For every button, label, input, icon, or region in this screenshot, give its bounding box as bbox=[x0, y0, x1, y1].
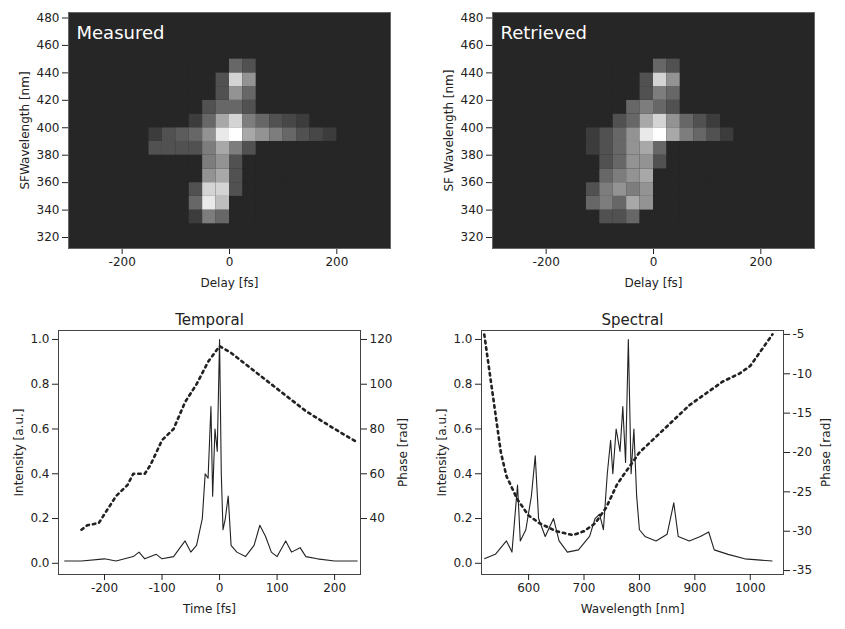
svg-text:-200: -200 bbox=[109, 255, 136, 269]
svg-text:120: 120 bbox=[370, 332, 393, 346]
svg-text:SFWavelength [nm]: SFWavelength [nm] bbox=[18, 71, 32, 189]
svg-text:0.2: 0.2 bbox=[453, 511, 472, 525]
svg-text:900: 900 bbox=[683, 581, 706, 595]
svg-text:-15: -15 bbox=[793, 406, 813, 420]
svg-text:Phase [rad]: Phase [rad] bbox=[396, 418, 410, 487]
svg-text:-25: -25 bbox=[793, 485, 813, 499]
svg-text:480: 480 bbox=[461, 11, 484, 25]
svg-text:320: 320 bbox=[461, 230, 484, 244]
svg-text:360: 360 bbox=[37, 175, 60, 189]
svg-text:0: 0 bbox=[650, 255, 658, 269]
svg-text:380: 380 bbox=[461, 148, 484, 162]
svg-text:400: 400 bbox=[37, 121, 60, 135]
svg-text:Intensity [a.u.]: Intensity [a.u.] bbox=[12, 409, 26, 497]
svg-text:Intensity [a.u.]: Intensity [a.u.] bbox=[435, 409, 449, 497]
svg-text:200: 200 bbox=[323, 581, 346, 595]
svg-text:0.4: 0.4 bbox=[30, 467, 49, 481]
svg-text:200: 200 bbox=[325, 255, 348, 269]
svg-text:-5: -5 bbox=[793, 327, 805, 341]
svg-text:420: 420 bbox=[37, 93, 60, 107]
svg-text:0.8: 0.8 bbox=[30, 377, 49, 391]
svg-text:0: 0 bbox=[216, 581, 224, 595]
svg-text:600: 600 bbox=[517, 581, 540, 595]
svg-text:0: 0 bbox=[226, 255, 234, 269]
svg-text:60: 60 bbox=[370, 467, 385, 481]
svg-text:0.2: 0.2 bbox=[30, 511, 49, 525]
svg-text:-30: -30 bbox=[793, 524, 813, 538]
svg-text:Delay [fs]: Delay [fs] bbox=[624, 276, 682, 290]
svg-text:340: 340 bbox=[461, 203, 484, 217]
svg-text:460: 460 bbox=[461, 38, 484, 52]
svg-text:800: 800 bbox=[628, 581, 651, 595]
svg-text:440: 440 bbox=[461, 66, 484, 80]
svg-text:Spectral: Spectral bbox=[602, 311, 664, 329]
svg-text:700: 700 bbox=[573, 581, 596, 595]
svg-text:0.0: 0.0 bbox=[30, 556, 49, 570]
svg-text:420: 420 bbox=[461, 93, 484, 107]
svg-text:0.0: 0.0 bbox=[453, 556, 472, 570]
svg-text:200: 200 bbox=[749, 255, 772, 269]
svg-text:480: 480 bbox=[37, 11, 60, 25]
svg-text:100: 100 bbox=[370, 377, 393, 391]
svg-text:Measured: Measured bbox=[77, 22, 165, 43]
svg-text:-200: -200 bbox=[91, 581, 118, 595]
svg-text:1.0: 1.0 bbox=[453, 332, 472, 346]
svg-text:Phase [rad]: Phase [rad] bbox=[819, 418, 833, 487]
svg-text:Delay [fs]: Delay [fs] bbox=[200, 276, 258, 290]
svg-text:320: 320 bbox=[37, 230, 60, 244]
svg-text:Temporal: Temporal bbox=[174, 311, 244, 329]
svg-text:SF Wavelength [nm]: SF Wavelength [nm] bbox=[442, 70, 456, 192]
svg-text:340: 340 bbox=[37, 203, 60, 217]
svg-text:Wavelength [nm]: Wavelength [nm] bbox=[581, 602, 685, 616]
svg-text:460: 460 bbox=[37, 38, 60, 52]
svg-text:400: 400 bbox=[461, 121, 484, 135]
svg-text:380: 380 bbox=[37, 148, 60, 162]
svg-text:100: 100 bbox=[266, 581, 289, 595]
svg-text:360: 360 bbox=[461, 175, 484, 189]
svg-text:0.8: 0.8 bbox=[453, 377, 472, 391]
svg-text:Retrieved: Retrieved bbox=[501, 22, 587, 43]
svg-text:0.6: 0.6 bbox=[30, 422, 49, 436]
svg-text:440: 440 bbox=[37, 66, 60, 80]
svg-text:40: 40 bbox=[370, 511, 385, 525]
svg-text:Time [fs]: Time [fs] bbox=[182, 602, 236, 616]
svg-text:0.6: 0.6 bbox=[453, 422, 472, 436]
svg-text:-100: -100 bbox=[148, 581, 175, 595]
svg-text:1000: 1000 bbox=[735, 581, 766, 595]
svg-text:80: 80 bbox=[370, 422, 385, 436]
svg-text:-20: -20 bbox=[793, 445, 813, 459]
svg-text:-10: -10 bbox=[793, 367, 813, 381]
svg-text:0.4: 0.4 bbox=[453, 467, 472, 481]
svg-text:1.0: 1.0 bbox=[30, 332, 49, 346]
svg-text:-200: -200 bbox=[533, 255, 560, 269]
svg-text:-35: -35 bbox=[793, 563, 813, 577]
